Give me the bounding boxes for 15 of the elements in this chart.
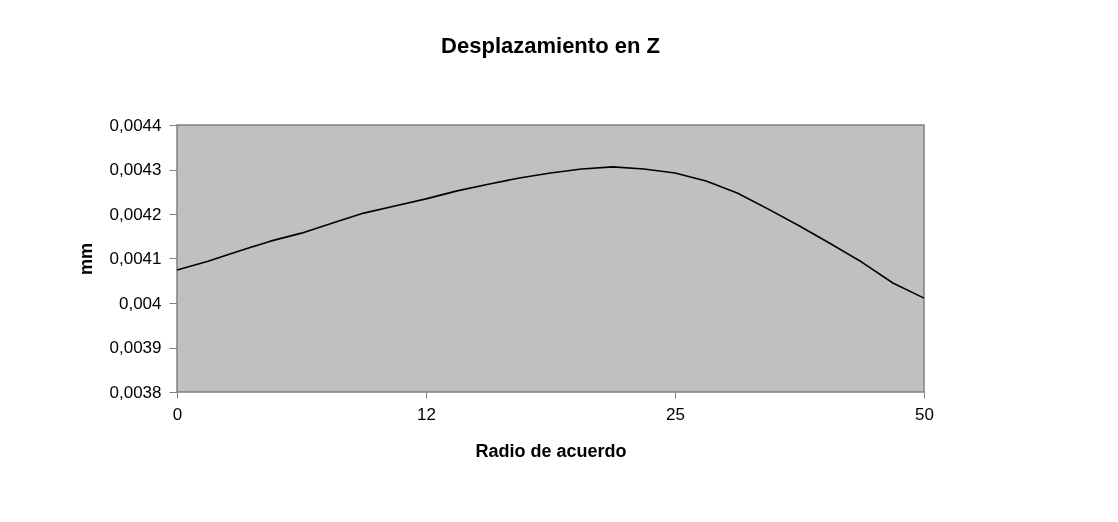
y-tick-label: 0,0039	[109, 338, 162, 357]
y-tick-label: 0,0038	[109, 382, 162, 402]
x-tick-label: 0	[172, 404, 183, 424]
y-tick-label: 0,0044	[109, 115, 162, 135]
x-tick-label: 12	[417, 404, 436, 424]
y-tick-label: 0,0042	[109, 204, 162, 224]
y-tick-label: 0,004	[118, 293, 162, 313]
y-axis-title: mm	[75, 242, 96, 276]
x-tick-label: 25	[666, 404, 685, 424]
y-tick-label: 0,0043	[109, 160, 162, 179]
x-tick-label: 50	[915, 404, 934, 424]
line-series	[176, 166, 925, 299]
chart-title: Desplazamiento en Z	[441, 33, 660, 58]
x-axis-title: Radio de acuerdo	[475, 440, 627, 461]
y-tick-label: 0,0041	[109, 249, 162, 268]
